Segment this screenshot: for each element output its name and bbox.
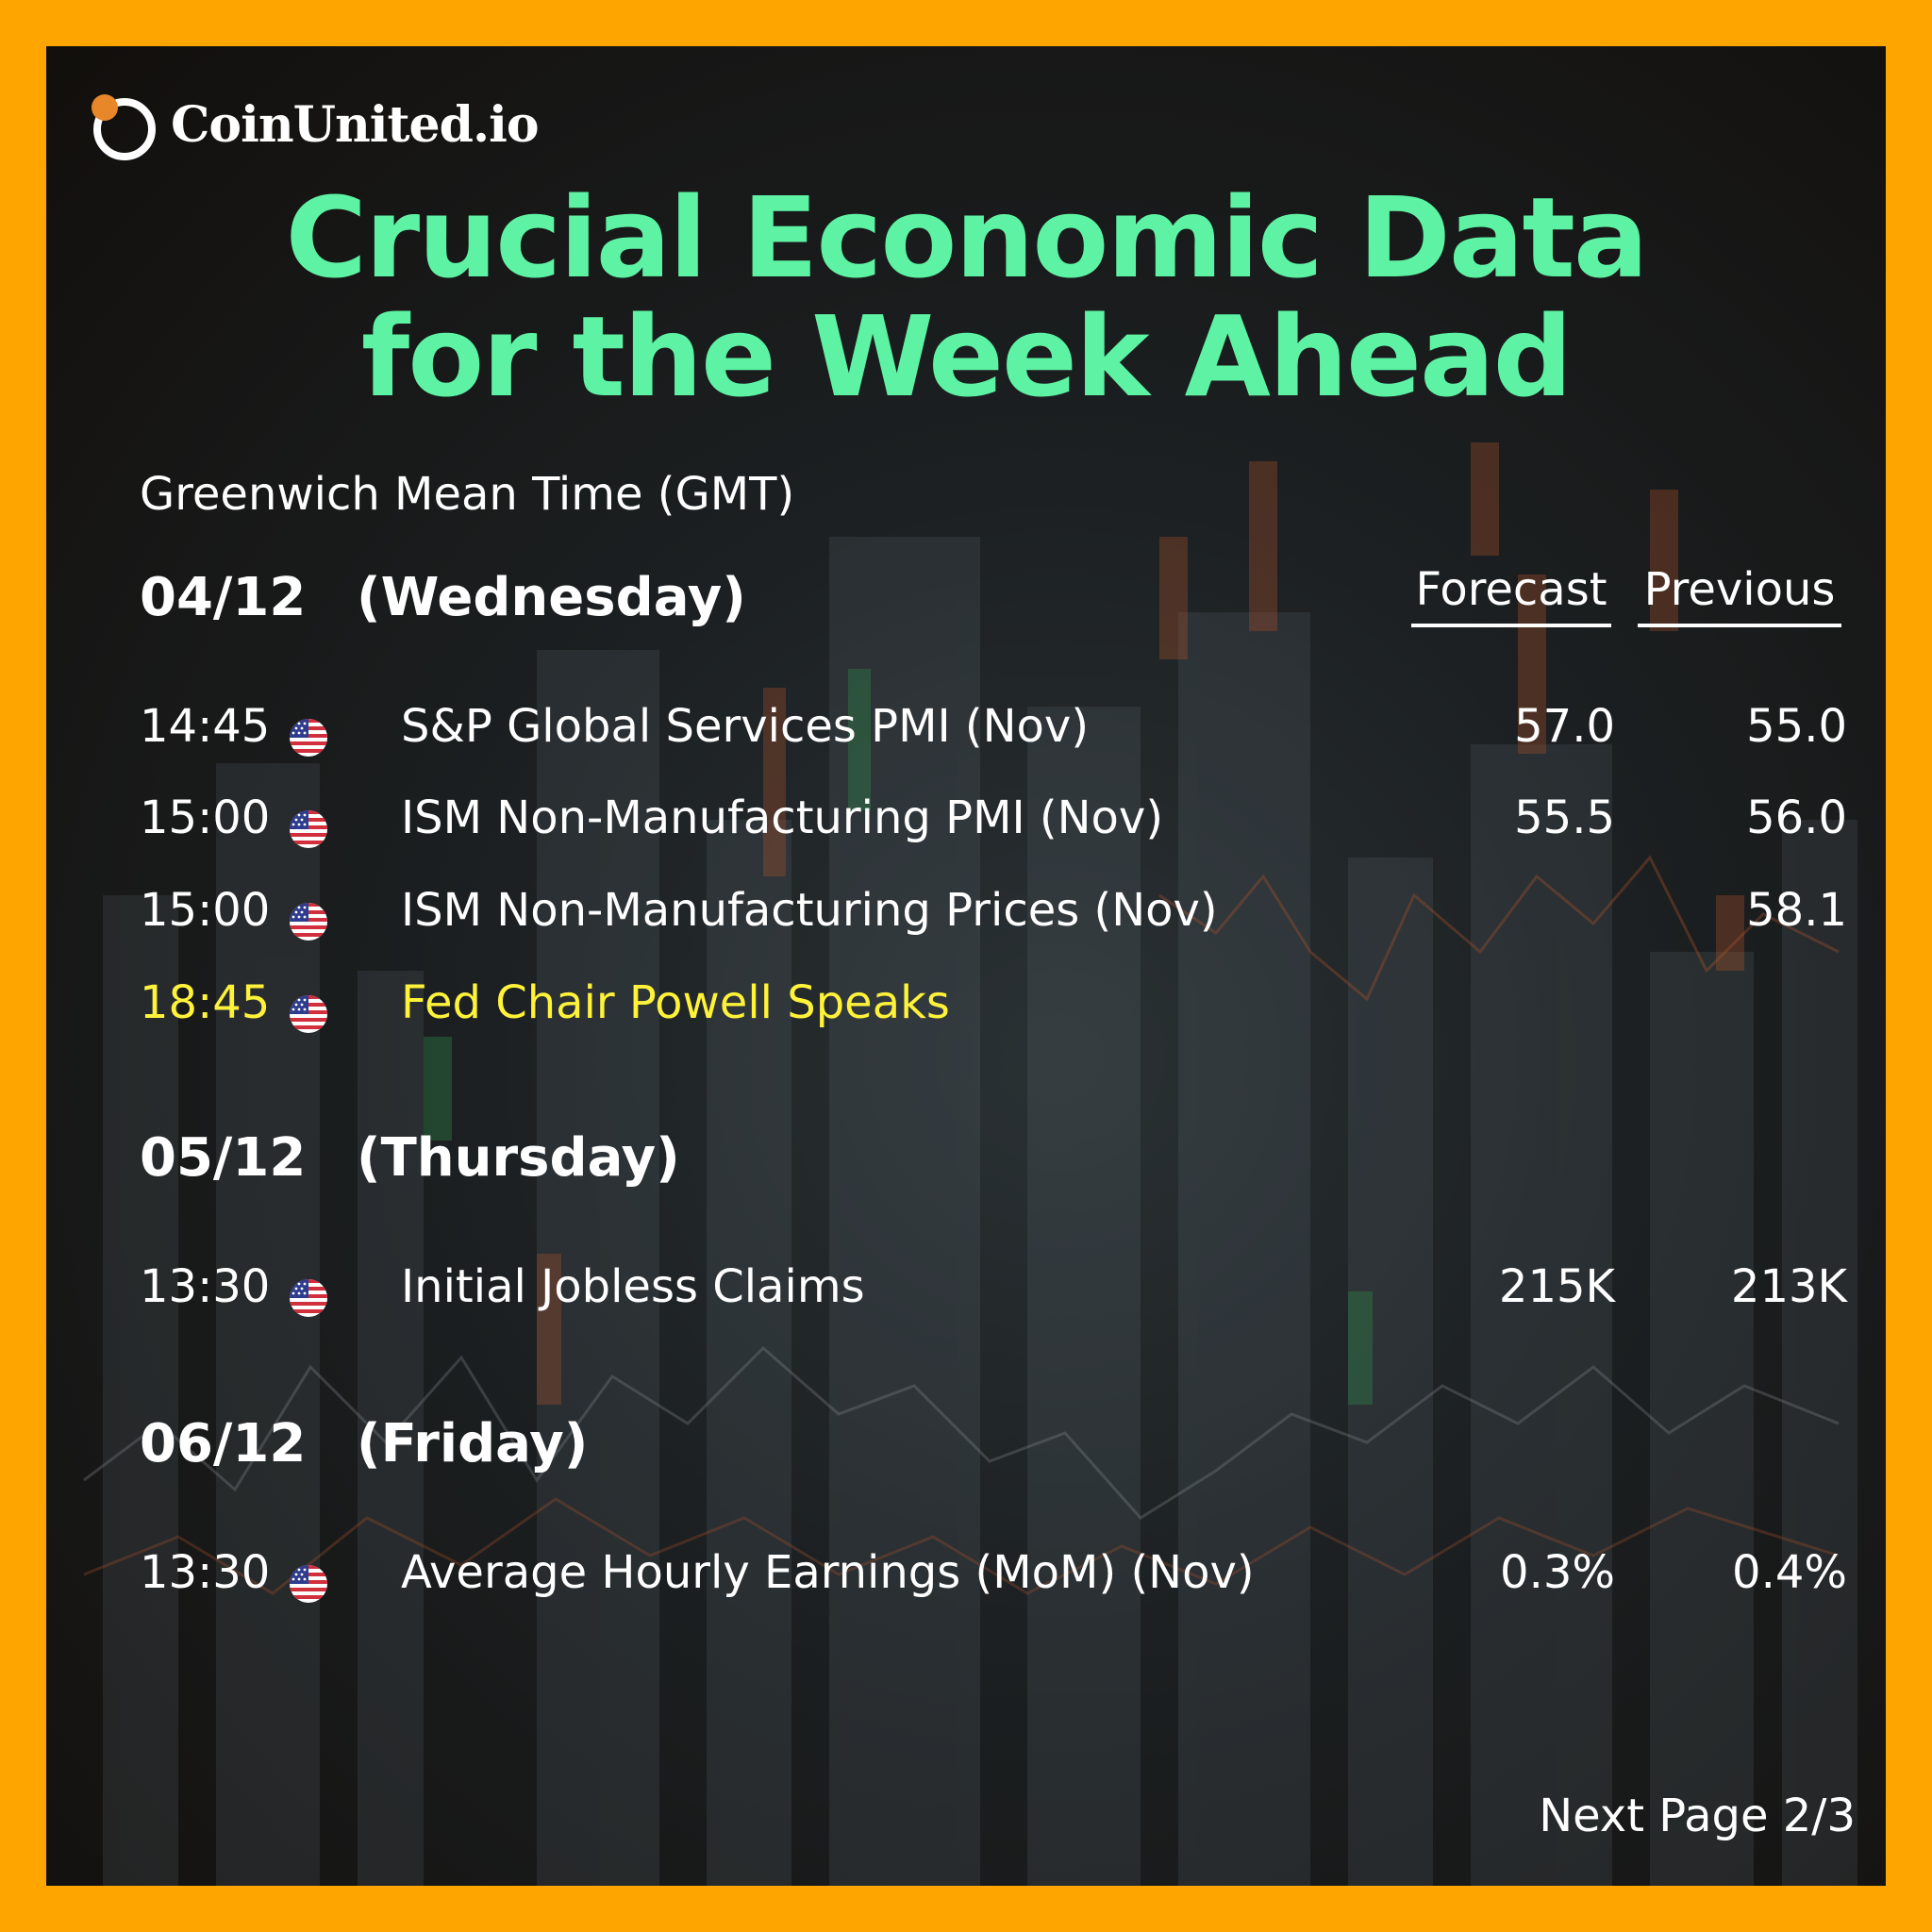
event-forecast: 57.0	[1514, 700, 1615, 753]
event-row: 14:45 S&P Global Services PMI (Nov) 57.0…	[140, 693, 1847, 759]
title-line-1: Crucial Economic Data	[285, 173, 1648, 303]
event-previous: 0.4%	[1732, 1546, 1847, 1599]
title-line-2: for the Week Ahead	[360, 291, 1573, 422]
content-frame: CoinUnited.io Crucial Economic Data for …	[46, 46, 1886, 1886]
day-date: 06/12	[140, 1413, 307, 1474]
event-previous: 58.1	[1746, 884, 1847, 937]
previous-column-header: Previous	[1638, 563, 1841, 627]
day-header: 04/12 (Wednesday)	[140, 567, 746, 628]
brand-name: CoinUnited.io	[171, 95, 540, 154]
event-previous: 213K	[1730, 1260, 1847, 1313]
us-flag-icon	[287, 800, 330, 838]
event-forecast: 55.5	[1514, 791, 1615, 844]
next-page-label[interactable]: Next Page 2/3	[1539, 1790, 1856, 1842]
event-row: 13:30 Initial Jobless Claims 215K 213K	[140, 1254, 1847, 1320]
us-flag-icon	[287, 985, 330, 1023]
day-date: 04/12	[140, 567, 307, 628]
day-header: 05/12 (Thursday)	[140, 1127, 680, 1189]
event-name: Initial Jobless Claims	[401, 1260, 865, 1313]
event-time: 18:45	[140, 976, 271, 1029]
event-time: 15:00	[140, 884, 271, 937]
page-title: Crucial Economic Data for the Week Ahead	[46, 178, 1886, 416]
event-previous: 56.0	[1746, 791, 1847, 844]
us-flag-icon	[287, 1269, 330, 1307]
timezone-label: Greenwich Mean Time (GMT)	[140, 468, 795, 521]
event-row-highlighted: 18:45 Fed Chair Powell Speaks	[140, 970, 1847, 1036]
forecast-column-header: Forecast	[1411, 563, 1611, 627]
event-previous: 55.0	[1746, 700, 1847, 753]
event-name: ISM Non-Manufacturing Prices (Nov)	[401, 884, 1218, 937]
background-stock-chart	[83, 442, 1857, 1886]
event-time: 15:00	[140, 791, 271, 844]
coinunited-logo-icon	[92, 94, 156, 160]
event-name: S&P Global Services PMI (Nov)	[401, 700, 1090, 753]
event-forecast: 0.3%	[1500, 1546, 1615, 1599]
event-row: 15:00 ISM Non-Manufacturing PMI (Nov) 55…	[140, 785, 1847, 851]
us-flag-icon	[287, 708, 330, 746]
event-name: ISM Non-Manufacturing PMI (Nov)	[401, 791, 1164, 844]
event-time: 14:45	[140, 700, 271, 753]
event-time: 13:30	[140, 1260, 271, 1313]
event-row: 13:30 Average Hourly Earnings (MoM) (Nov…	[140, 1540, 1847, 1606]
brand-logo: CoinUnited.io	[92, 92, 540, 160]
day-date: 05/12	[140, 1127, 307, 1189]
event-name: Average Hourly Earnings (MoM) (Nov)	[401, 1546, 1255, 1599]
day-weekday: (Thursday)	[357, 1127, 680, 1189]
event-row: 15:00 ISM Non-Manufacturing Prices (Nov)…	[140, 877, 1847, 943]
day-weekday: (Wednesday)	[357, 567, 746, 628]
day-header: 06/12 (Friday)	[140, 1413, 588, 1474]
event-forecast: 215K	[1498, 1260, 1615, 1313]
us-flag-icon	[287, 892, 330, 930]
event-time: 13:30	[140, 1546, 271, 1599]
us-flag-icon	[287, 1555, 330, 1592]
day-weekday: (Friday)	[357, 1413, 589, 1474]
event-name: Fed Chair Powell Speaks	[401, 976, 950, 1029]
